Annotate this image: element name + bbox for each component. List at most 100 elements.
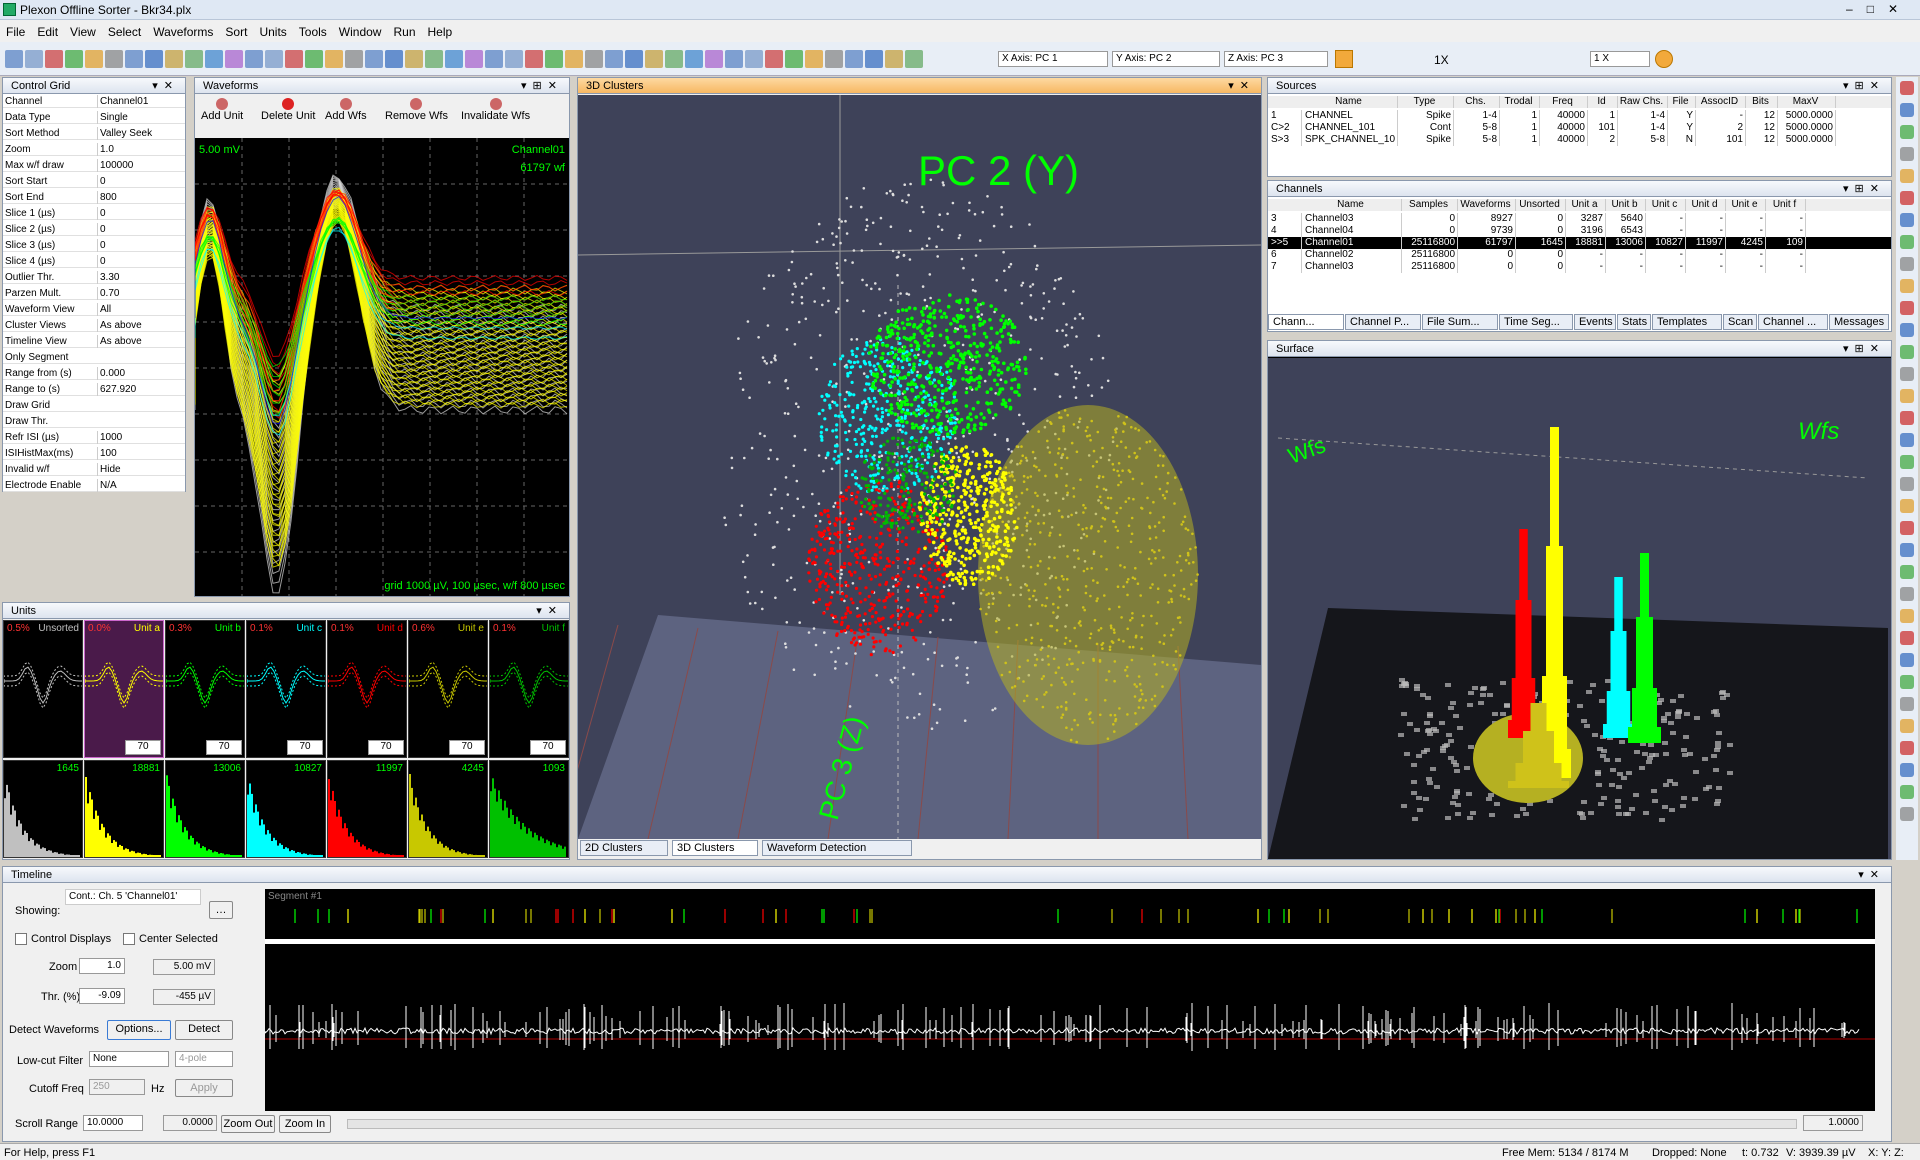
tab-channels-1[interactable]: Channel P... [1345, 314, 1421, 330]
cutoff-input[interactable]: 250 [89, 1079, 145, 1095]
side-tool-icon[interactable] [1900, 169, 1914, 183]
side-tool-icon[interactable] [1900, 103, 1914, 117]
side-tool-icon[interactable] [1900, 631, 1914, 645]
control-grid-row[interactable]: Range from (s) 0.000 [3, 367, 185, 380]
timeline-scrollbar[interactable] [347, 1119, 1797, 1129]
table-row[interactable]: S>3 SPK_CHANNEL_10 Spike 5-8 1 40000 2 5-8 N 101 1… [1268, 134, 1891, 146]
menu-item-window[interactable]: Window [338, 25, 382, 39]
column-header[interactable]: Chs. [1454, 96, 1500, 108]
control-grid-value[interactable]: As above [97, 319, 187, 332]
control-grid-value[interactable]: 1000 [97, 431, 187, 444]
toolbar-icon[interactable] [645, 50, 663, 68]
unit-isi-histogram[interactable]: 1645 [3, 760, 83, 858]
control-grid-row[interactable]: Sort End 800 [3, 191, 185, 204]
timeline-plot[interactable]: Segment #1 [264, 889, 1875, 1111]
toolbar-icon[interactable] [885, 50, 903, 68]
menu-item-waveforms[interactable]: Waveforms [153, 25, 214, 39]
unit-spin-input[interactable]: 70 [368, 740, 404, 755]
unit-isi-histogram[interactable]: 18881 [84, 760, 164, 858]
control-grid-row[interactable]: Electrode Enable N/A [3, 479, 185, 492]
column-header[interactable]: Unit c [1646, 199, 1686, 211]
toolbar-icon[interactable] [685, 50, 703, 68]
tab-waveform-detection[interactable]: Waveform Detection [762, 840, 912, 856]
control-grid-value[interactable]: 0 [97, 239, 187, 252]
side-tool-icon[interactable] [1900, 785, 1914, 799]
unit-cell-unit-f[interactable]: 0.1% Unit f 70 [489, 620, 569, 758]
menu-item-sort[interactable]: Sort [225, 25, 248, 39]
side-tool-icon[interactable] [1900, 323, 1914, 337]
tab-channels-8[interactable]: Channel ... [1758, 314, 1828, 330]
clock-icon[interactable] [1655, 50, 1673, 68]
control-grid-value[interactable]: Hide [97, 463, 187, 476]
toolbar-icon[interactable] [605, 50, 623, 68]
side-tool-icon[interactable] [1900, 81, 1914, 95]
toolbar-icon[interactable] [905, 50, 923, 68]
unit-cell-unit-a[interactable]: 0.0% Unit a 70 [84, 620, 164, 758]
side-tool-icon[interactable] [1900, 675, 1914, 689]
toolbar-icon[interactable] [365, 50, 383, 68]
unit-isi-histogram[interactable]: 11997 [327, 760, 407, 858]
control-grid-value[interactable]: Single [97, 111, 187, 124]
side-tool-icon[interactable] [1900, 235, 1914, 249]
side-tool-icon[interactable] [1900, 301, 1914, 315]
toolbar-icon[interactable] [865, 50, 883, 68]
toolbar-icon[interactable] [165, 50, 183, 68]
unit-spin-input[interactable]: 70 [449, 740, 485, 755]
tab-2d-clusters[interactable]: 2D Clusters [580, 840, 668, 856]
tab-channels-4[interactable]: Events [1574, 314, 1616, 330]
unit-spin-input[interactable]: 70 [206, 740, 242, 755]
toolbar-icon[interactable] [85, 50, 103, 68]
control-grid-value[interactable]: Channel01 [97, 95, 187, 108]
control-grid-row[interactable]: Slice 2 (µs) 0 [3, 223, 185, 236]
detect-button[interactable]: Detect [175, 1020, 233, 1040]
surface-view[interactable]: Wfs Wfs [1268, 358, 1891, 859]
toolbar-icon[interactable] [665, 50, 683, 68]
table-row[interactable]: 7 Channel03 25116800 0 0- - - - - - [1268, 261, 1891, 273]
column-header[interactable]: File [1668, 96, 1696, 108]
unit-isi-histogram[interactable]: 13006 [165, 760, 245, 858]
control-grid-value[interactable]: N/A [97, 479, 187, 492]
table-row[interactable]: >>5 Channel01 25116800 61797 1645 18881 13006 1… [1268, 237, 1891, 249]
table-row[interactable]: 6 Channel02 25116800 0 0- - - - - - [1268, 249, 1891, 261]
table-row[interactable]: 4 Channel04 0 9739 0 3196 6543- - - - [1268, 225, 1891, 237]
control-grid-row[interactable]: Zoom 1.0 [3, 143, 185, 156]
toolbar-icon[interactable] [845, 50, 863, 68]
control-grid-value[interactable]: 0 [97, 175, 187, 188]
column-header[interactable]: Unit a [1566, 199, 1606, 211]
toolbar-icon[interactable] [305, 50, 323, 68]
control-grid-value[interactable]: 3.30 [97, 271, 187, 284]
toolbar-icon[interactable] [545, 50, 563, 68]
menu-item-units[interactable]: Units [259, 25, 287, 39]
column-header[interactable]: Samples [1402, 199, 1458, 211]
toolbar-icon[interactable] [225, 50, 243, 68]
control-grid-row[interactable]: Slice 3 (µs) 0 [3, 239, 185, 252]
column-header[interactable]: AssocID [1696, 96, 1746, 108]
control-displays-checkbox[interactable] [15, 933, 27, 945]
unit-spin-input[interactable]: 70 [125, 740, 161, 755]
menu-item-help[interactable]: Help [427, 25, 453, 39]
delete-unit-button[interactable]: Delete Unit [261, 98, 315, 122]
side-tool-icon[interactable] [1900, 499, 1914, 513]
toolbar-icon[interactable] [385, 50, 403, 68]
speed-select[interactable]: 1 X [1590, 51, 1650, 67]
side-tool-icon[interactable] [1900, 279, 1914, 293]
toolbar-icon[interactable] [5, 50, 23, 68]
menu-item-edit[interactable]: Edit [37, 25, 59, 39]
side-tool-icon[interactable] [1900, 367, 1914, 381]
toolbar-icon[interactable] [805, 50, 823, 68]
side-tool-icon[interactable] [1900, 697, 1914, 711]
control-grid-row[interactable]: Slice 4 (µs) 0 [3, 255, 185, 268]
control-grid-value[interactable]: 0 [97, 255, 187, 268]
tab-channels-5[interactable]: Stats [1617, 314, 1651, 330]
unit-isi-histogram[interactable]: 4245 [408, 760, 488, 858]
side-tool-icon[interactable] [1900, 433, 1914, 447]
control-grid-row[interactable]: Outlier Thr. 3.30 [3, 271, 185, 284]
side-tool-icon[interactable] [1900, 653, 1914, 667]
side-tool-icon[interactable] [1900, 389, 1914, 403]
control-grid-value[interactable]: 0 [97, 223, 187, 236]
column-header[interactable]: Waveforms [1458, 199, 1516, 211]
side-tool-icon[interactable] [1900, 807, 1914, 821]
toolbar-icon[interactable] [445, 50, 463, 68]
toolbar-icon[interactable] [265, 50, 283, 68]
menu-item-select[interactable]: Select [107, 25, 142, 39]
